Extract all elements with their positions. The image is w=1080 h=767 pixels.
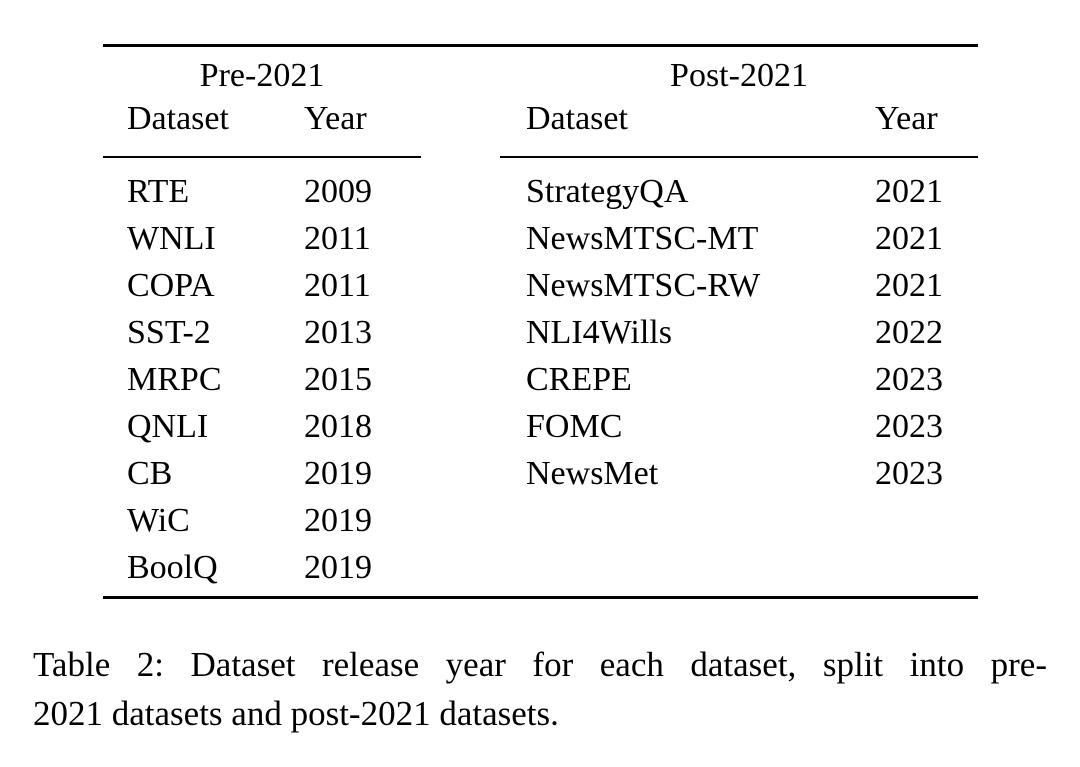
dataset-cell: BoolQ bbox=[127, 549, 218, 586]
dataset-cell: SST-2 bbox=[127, 314, 211, 351]
year-cell: 2023 bbox=[875, 408, 943, 445]
year-cell: 2021 bbox=[875, 220, 943, 257]
year-cell: 2021 bbox=[875, 267, 943, 304]
year-cell: 2023 bbox=[875, 455, 943, 492]
dataset-cell: NewsMet bbox=[526, 455, 659, 492]
table-row: WiC 2019 bbox=[127, 497, 421, 544]
year-cell: 2013 bbox=[304, 314, 372, 351]
caption-line-1: Table 2: Dataset release year for each d… bbox=[33, 645, 1047, 684]
pre-2021-rows: RTE 2009 WNLI 2011 COPA 2011 SST-2 2013 … bbox=[127, 168, 421, 591]
table-row: SST-2 2013 bbox=[127, 309, 421, 356]
year-cell: 2019 bbox=[304, 549, 372, 586]
table-row: BoolQ 2019 bbox=[127, 544, 421, 591]
table-caption: Table 2: Dataset release year for each d… bbox=[33, 640, 1047, 738]
year-cell: 2011 bbox=[304, 267, 371, 304]
post-2021-rows: StrategyQA 2021 NewsMTSC-MT 2021 NewsMTS… bbox=[526, 168, 978, 497]
column-header-year-pre: Year bbox=[304, 100, 367, 137]
dataset-cell: WiC bbox=[127, 502, 190, 539]
dataset-cell: CREPE bbox=[526, 361, 632, 398]
group-title-pre-2021: Pre-2021 bbox=[199, 57, 325, 94]
table-row: MRPC 2015 bbox=[127, 356, 421, 403]
table-row: StrategyQA 2021 bbox=[526, 168, 978, 215]
table-row: CREPE 2023 bbox=[526, 356, 978, 403]
dataset-cell: NewsMTSC-RW bbox=[526, 267, 761, 304]
table-row: NLI4Wills 2022 bbox=[526, 309, 978, 356]
post-2021-header-rule bbox=[500, 156, 978, 158]
table-row: WNLI 2011 bbox=[127, 215, 421, 262]
table-bottom-rule bbox=[103, 596, 978, 599]
column-header-year-post: Year bbox=[875, 100, 938, 137]
table-top-rule bbox=[103, 44, 978, 47]
dataset-cell: COPA bbox=[127, 267, 215, 304]
table-row: RTE 2009 bbox=[127, 168, 421, 215]
dataset-cell: NLI4Wills bbox=[526, 314, 672, 351]
dataset-cell: FOMC bbox=[526, 408, 623, 445]
dataset-cell: RTE bbox=[127, 173, 190, 210]
table-row: FOMC 2023 bbox=[526, 403, 978, 450]
table-row: CB 2019 bbox=[127, 450, 421, 497]
group-title-post-2021: Post-2021 bbox=[670, 57, 808, 94]
year-cell: 2023 bbox=[875, 361, 943, 398]
table-row: NewsMTSC-MT 2021 bbox=[526, 215, 978, 262]
table-row: NewsMTSC-RW 2021 bbox=[526, 262, 978, 309]
dataset-cell: CB bbox=[127, 455, 173, 492]
table-row: QNLI 2018 bbox=[127, 403, 421, 450]
dataset-cell: MRPC bbox=[127, 361, 222, 398]
year-cell: 2015 bbox=[304, 361, 372, 398]
column-header-dataset-pre: Dataset bbox=[127, 100, 229, 137]
caption-line-2: 2021 datasets and post-2021 datasets. bbox=[33, 694, 559, 733]
dataset-cell: WNLI bbox=[127, 220, 216, 257]
dataset-cell: StrategyQA bbox=[526, 173, 689, 210]
dataset-cell: NewsMTSC-MT bbox=[526, 220, 759, 257]
pre-2021-header-rule bbox=[103, 156, 421, 158]
year-cell: 2009 bbox=[304, 173, 372, 210]
table-row: COPA 2011 bbox=[127, 262, 421, 309]
year-cell: 2011 bbox=[304, 220, 371, 257]
dataset-cell: QNLI bbox=[127, 408, 209, 445]
year-cell: 2022 bbox=[875, 314, 943, 351]
year-cell: 2018 bbox=[304, 408, 372, 445]
year-cell: 2021 bbox=[875, 173, 943, 210]
year-cell: 2019 bbox=[304, 455, 372, 492]
column-header-dataset-post: Dataset bbox=[526, 100, 628, 137]
year-cell: 2019 bbox=[304, 502, 372, 539]
table-row: NewsMet 2023 bbox=[526, 450, 978, 497]
